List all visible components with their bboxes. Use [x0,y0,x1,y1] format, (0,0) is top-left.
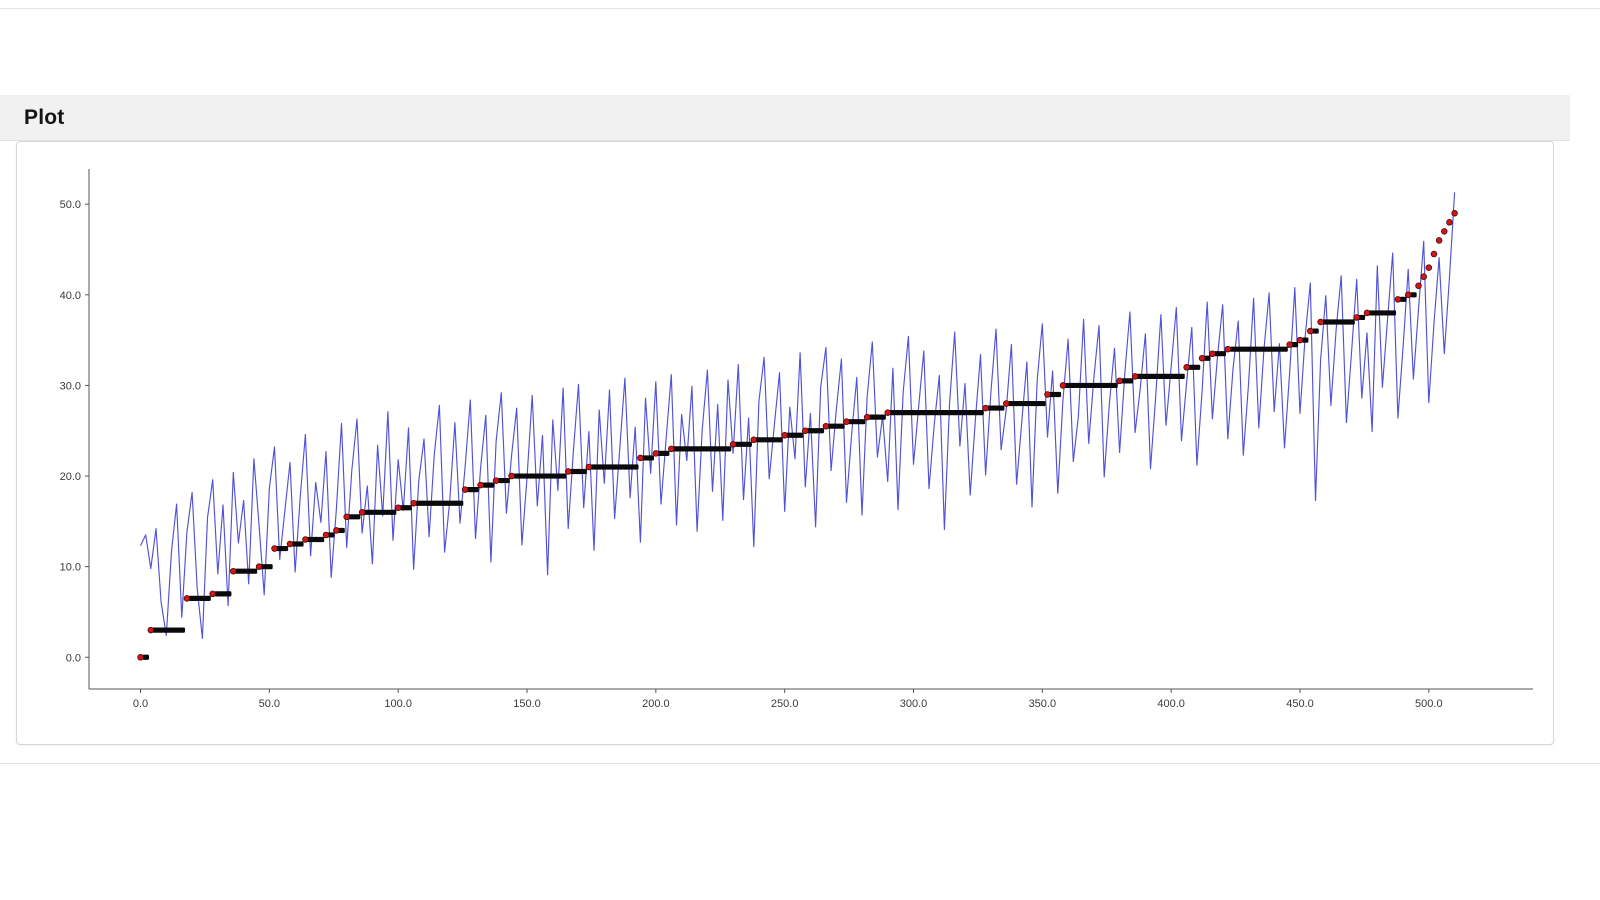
svg-text:40.0: 40.0 [60,290,81,302]
plot-canvas: 0.0 10.0 20.0 30.0 40.0 50.0 0.0 50.0 100.0 150.0… [60,169,1533,710]
bottom-divider [0,763,1600,764]
svg-text:100.0: 100.0 [384,698,412,710]
svg-text:10.0: 10.0 [60,562,81,574]
svg-text:200.0: 200.0 [642,698,670,710]
svg-text:30.0: 30.0 [60,380,81,392]
svg-text:300.0: 300.0 [900,698,928,710]
svg-text:50.0: 50.0 [60,199,81,211]
svg-text:50.0: 50.0 [259,698,280,710]
svg-text:0.0: 0.0 [133,698,148,710]
svg-text:400.0: 400.0 [1157,698,1185,710]
svg-text:0.0: 0.0 [66,652,81,664]
svg-text:450.0: 450.0 [1286,698,1314,710]
svg-text:350.0: 350.0 [1029,698,1057,710]
svg-text:150.0: 150.0 [513,698,541,710]
svg-text:500.0: 500.0 [1415,698,1443,710]
chart-card: 0.0 10.0 20.0 30.0 40.0 50.0 0.0 50.0 100.0 150.0… [16,141,1554,745]
svg-text:20.0: 20.0 [60,471,81,483]
panel-title: Plot [24,105,65,129]
top-divider [0,8,1600,9]
panel-header: Plot [0,95,1570,141]
svg-text:250.0: 250.0 [771,698,799,710]
